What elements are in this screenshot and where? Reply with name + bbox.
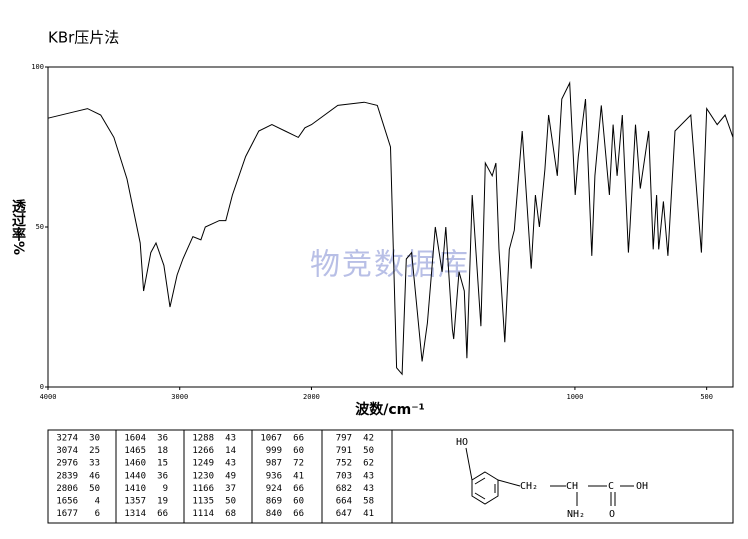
peak-transmittance: 6 bbox=[95, 509, 100, 519]
peak-transmittance: 41 bbox=[293, 471, 304, 481]
peak-wavenumber: 1266 bbox=[192, 446, 214, 456]
structure-label: NH₂ bbox=[567, 509, 585, 520]
structure-label: O bbox=[609, 509, 615, 520]
y-axis-label: 透过率% bbox=[10, 199, 26, 255]
peak-transmittance: 36 bbox=[157, 471, 168, 481]
peak-wavenumber: 1604 bbox=[124, 434, 146, 444]
table-frame bbox=[47, 429, 734, 524]
peak-wavenumber: 3074 bbox=[56, 446, 78, 456]
peak-transmittance: 66 bbox=[293, 434, 304, 444]
peak-transmittance: 68 bbox=[225, 509, 236, 519]
x-tick-label: 3000 bbox=[171, 393, 188, 401]
peak-wavenumber: 1677 bbox=[56, 509, 78, 519]
peak-wavenumber: 1114 bbox=[192, 509, 214, 519]
peak-wavenumber: 791 bbox=[336, 446, 352, 456]
peak-transmittance: 43 bbox=[363, 484, 374, 494]
peak-transmittance: 72 bbox=[293, 459, 304, 469]
peak-wavenumber: 869 bbox=[266, 497, 282, 507]
peak-wavenumber: 1249 bbox=[192, 459, 214, 469]
peak-transmittance: 60 bbox=[293, 446, 304, 456]
structure-bonds bbox=[465, 447, 634, 506]
peak-wavenumber: 1460 bbox=[124, 459, 146, 469]
peak-transmittance: 25 bbox=[89, 446, 100, 456]
peak-transmittance: 37 bbox=[225, 484, 236, 494]
peak-wavenumber: 999 bbox=[266, 446, 282, 456]
peak-wavenumber: 797 bbox=[336, 434, 352, 444]
x-tick-label: 1000 bbox=[566, 393, 583, 401]
y-tick-label: 100 bbox=[31, 63, 44, 71]
peak-transmittance: 60 bbox=[293, 497, 304, 507]
x-tick-label: 4000 bbox=[40, 393, 57, 401]
peak-transmittance: 43 bbox=[225, 459, 236, 469]
peak-transmittance: 43 bbox=[363, 471, 374, 481]
peak-transmittance: 66 bbox=[293, 484, 304, 494]
watermark: 物竞数据库 bbox=[310, 248, 470, 283]
peak-wavenumber: 1656 bbox=[56, 497, 78, 507]
peak-transmittance: 50 bbox=[89, 484, 100, 494]
peak-transmittance: 33 bbox=[89, 459, 100, 469]
peak-wavenumber: 1067 bbox=[260, 434, 282, 444]
peak-wavenumber: 2839 bbox=[56, 471, 78, 481]
peak-transmittance: 19 bbox=[157, 497, 168, 507]
peak-wavenumber: 924 bbox=[266, 484, 282, 494]
peak-wavenumber: 3274 bbox=[56, 434, 78, 444]
peak-wavenumber: 682 bbox=[336, 484, 352, 494]
peak-wavenumber: 1230 bbox=[192, 471, 214, 481]
peak-transmittance: 15 bbox=[157, 459, 168, 469]
peak-wavenumber: 1465 bbox=[124, 446, 146, 456]
peak-transmittance: 66 bbox=[157, 509, 168, 519]
peak-transmittance: 58 bbox=[363, 497, 374, 507]
peak-wavenumber: 647 bbox=[336, 509, 352, 519]
peak-wavenumber: 1410 bbox=[124, 484, 146, 494]
y-tick-label: 0 bbox=[40, 383, 44, 391]
peak-wavenumber: 840 bbox=[266, 509, 282, 519]
peak-transmittance: 9 bbox=[163, 484, 168, 494]
peak-transmittance: 18 bbox=[157, 446, 168, 456]
peak-wavenumber: 664 bbox=[336, 497, 352, 507]
peak-transmittance: 14 bbox=[225, 446, 236, 456]
chart-title: KBr压片法 bbox=[48, 29, 119, 47]
peak-wavenumber: 1314 bbox=[124, 509, 146, 519]
peak-transmittance: 46 bbox=[89, 471, 100, 481]
structure-label: HO bbox=[456, 437, 468, 448]
peak-wavenumber: 752 bbox=[336, 459, 352, 469]
x-axis-label: 波数/cm⁻¹ bbox=[355, 401, 425, 418]
peak-wavenumber: 987 bbox=[266, 459, 282, 469]
structure-label: C bbox=[608, 481, 614, 492]
peak-wavenumber: 703 bbox=[336, 471, 352, 481]
peak-transmittance: 66 bbox=[293, 509, 304, 519]
structure-label: OH bbox=[636, 481, 648, 492]
peak-transmittance: 43 bbox=[225, 434, 236, 444]
peak-wavenumber: 1357 bbox=[124, 497, 146, 507]
peak-transmittance: 41 bbox=[363, 509, 374, 519]
peak-transmittance: 42 bbox=[363, 434, 374, 444]
peak-transmittance: 50 bbox=[225, 497, 236, 507]
structure-label: CH₂ bbox=[520, 481, 538, 492]
peak-transmittance: 62 bbox=[363, 459, 374, 469]
peak-transmittance: 4 bbox=[95, 497, 100, 507]
peak-wavenumber: 1166 bbox=[192, 484, 214, 494]
peak-wavenumber: 1135 bbox=[192, 497, 214, 507]
x-tick-label: 2000 bbox=[303, 393, 320, 401]
y-tick-label: 50 bbox=[36, 223, 44, 231]
peak-transmittance: 49 bbox=[225, 471, 236, 481]
x-tick-label: 500 bbox=[700, 393, 713, 401]
spectrum-line bbox=[47, 81, 734, 376]
peak-wavenumber: 1440 bbox=[124, 471, 146, 481]
peak-transmittance: 50 bbox=[363, 446, 374, 456]
structure-label: CH bbox=[566, 481, 578, 492]
peak-wavenumber: 936 bbox=[266, 471, 282, 481]
peak-wavenumber: 2806 bbox=[56, 484, 78, 494]
peak-wavenumber: 2976 bbox=[56, 459, 78, 469]
peak-wavenumber: 1288 bbox=[192, 434, 214, 444]
peak-transmittance: 36 bbox=[157, 434, 168, 444]
peak-transmittance: 30 bbox=[89, 434, 100, 444]
